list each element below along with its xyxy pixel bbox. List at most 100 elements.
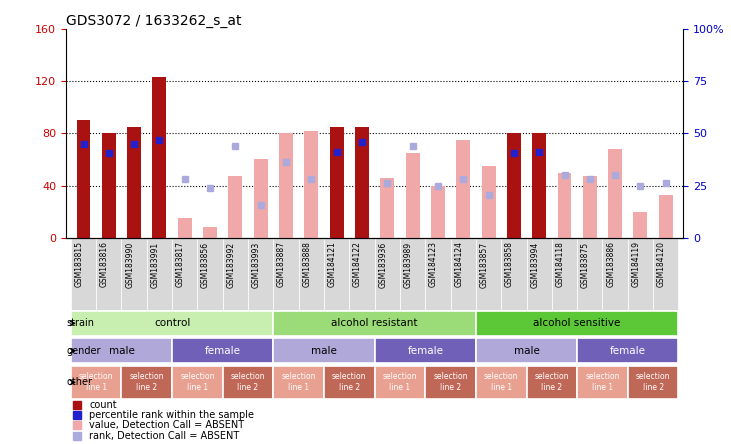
Bar [628, 365, 678, 399]
Bar [223, 365, 273, 399]
Bar [558, 173, 572, 238]
Text: GSM184120: GSM184120 [656, 242, 666, 287]
Bar [406, 153, 420, 238]
Text: other: other [67, 377, 93, 388]
Bar [476, 238, 501, 309]
Bar [229, 176, 243, 238]
Text: GSM183936: GSM183936 [379, 242, 387, 288]
Text: gender: gender [67, 346, 101, 356]
Text: control: control [154, 318, 190, 328]
Text: GSM184119: GSM184119 [632, 242, 640, 287]
Text: GSM184122: GSM184122 [353, 242, 362, 287]
Text: alcohol resistant: alcohol resistant [331, 318, 418, 328]
Text: selection
line 1: selection line 1 [586, 373, 620, 392]
Bar [324, 365, 375, 399]
Text: female: female [205, 346, 240, 356]
Text: value, Detection Call = ABSENT: value, Detection Call = ABSENT [89, 420, 244, 430]
Bar [304, 131, 318, 238]
Bar [431, 186, 445, 238]
Bar [375, 365, 425, 399]
Text: GSM183875: GSM183875 [581, 242, 590, 288]
Bar [476, 365, 526, 399]
Bar [147, 238, 172, 309]
Bar [456, 140, 470, 238]
Text: selection
line 2: selection line 2 [231, 373, 265, 392]
Bar [634, 212, 648, 238]
Text: GSM184123: GSM184123 [429, 242, 438, 287]
Bar [628, 238, 653, 309]
Bar [273, 238, 299, 309]
Text: GSM183887: GSM183887 [277, 242, 286, 287]
Text: selection
line 1: selection line 1 [484, 373, 518, 392]
Bar [577, 338, 678, 363]
Text: GSM183816: GSM183816 [100, 242, 109, 287]
Bar [203, 227, 217, 238]
Text: female: female [407, 346, 443, 356]
Text: male: male [311, 346, 337, 356]
Bar [583, 176, 596, 238]
Bar [223, 238, 248, 309]
Text: GSM183815: GSM183815 [75, 242, 83, 287]
Bar [121, 365, 172, 399]
Bar [507, 133, 520, 238]
Bar [400, 238, 425, 309]
Bar [482, 166, 496, 238]
Bar [102, 133, 115, 238]
Text: selection
line 2: selection line 2 [534, 373, 569, 392]
Bar [77, 120, 91, 238]
Bar [501, 238, 526, 309]
Text: male: male [108, 346, 135, 356]
Bar [653, 238, 678, 309]
Text: GSM183990: GSM183990 [125, 242, 135, 288]
Bar [127, 127, 141, 238]
Bar [71, 238, 96, 309]
Text: selection
line 2: selection line 2 [129, 373, 164, 392]
Text: GSM183989: GSM183989 [404, 242, 412, 288]
Bar [71, 365, 121, 399]
Text: GSM183886: GSM183886 [606, 242, 615, 287]
Bar [324, 238, 349, 309]
Bar [71, 311, 273, 336]
Text: GSM183991: GSM183991 [151, 242, 159, 288]
Text: selection
line 1: selection line 1 [180, 373, 215, 392]
Bar [71, 338, 172, 363]
Text: strain: strain [67, 318, 94, 328]
Text: alcohol sensitive: alcohol sensitive [534, 318, 621, 328]
Bar [375, 238, 400, 309]
Text: selection
line 2: selection line 2 [636, 373, 670, 392]
Bar [172, 365, 223, 399]
Bar [197, 238, 223, 309]
Bar [450, 238, 476, 309]
Text: GDS3072 / 1633262_s_at: GDS3072 / 1633262_s_at [66, 14, 241, 28]
Text: GSM184124: GSM184124 [454, 242, 463, 287]
Text: male: male [514, 346, 539, 356]
Text: GSM183858: GSM183858 [505, 242, 514, 287]
Bar [178, 218, 192, 238]
Bar [476, 338, 577, 363]
Bar [577, 365, 628, 399]
Text: selection
line 2: selection line 2 [332, 373, 366, 392]
Bar [526, 365, 577, 399]
Text: selection
line 1: selection line 1 [79, 373, 113, 392]
Bar [532, 133, 546, 238]
Bar [476, 311, 678, 336]
Text: GSM183857: GSM183857 [480, 242, 488, 288]
Text: GSM183993: GSM183993 [251, 242, 261, 288]
Bar [577, 238, 602, 309]
Text: GSM184121: GSM184121 [327, 242, 337, 287]
Text: selection
line 1: selection line 1 [383, 373, 417, 392]
Bar [380, 178, 394, 238]
Bar [602, 238, 628, 309]
Bar [248, 238, 273, 309]
Bar [96, 238, 121, 309]
Bar [153, 77, 167, 238]
Bar [349, 238, 374, 309]
Text: female: female [610, 346, 645, 356]
Bar [375, 338, 476, 363]
Text: selection
line 1: selection line 1 [281, 373, 316, 392]
Text: GSM183994: GSM183994 [530, 242, 539, 288]
Bar [330, 127, 344, 238]
Text: rank, Detection Call = ABSENT: rank, Detection Call = ABSENT [89, 431, 240, 440]
Bar [279, 133, 293, 238]
Bar [273, 338, 375, 363]
